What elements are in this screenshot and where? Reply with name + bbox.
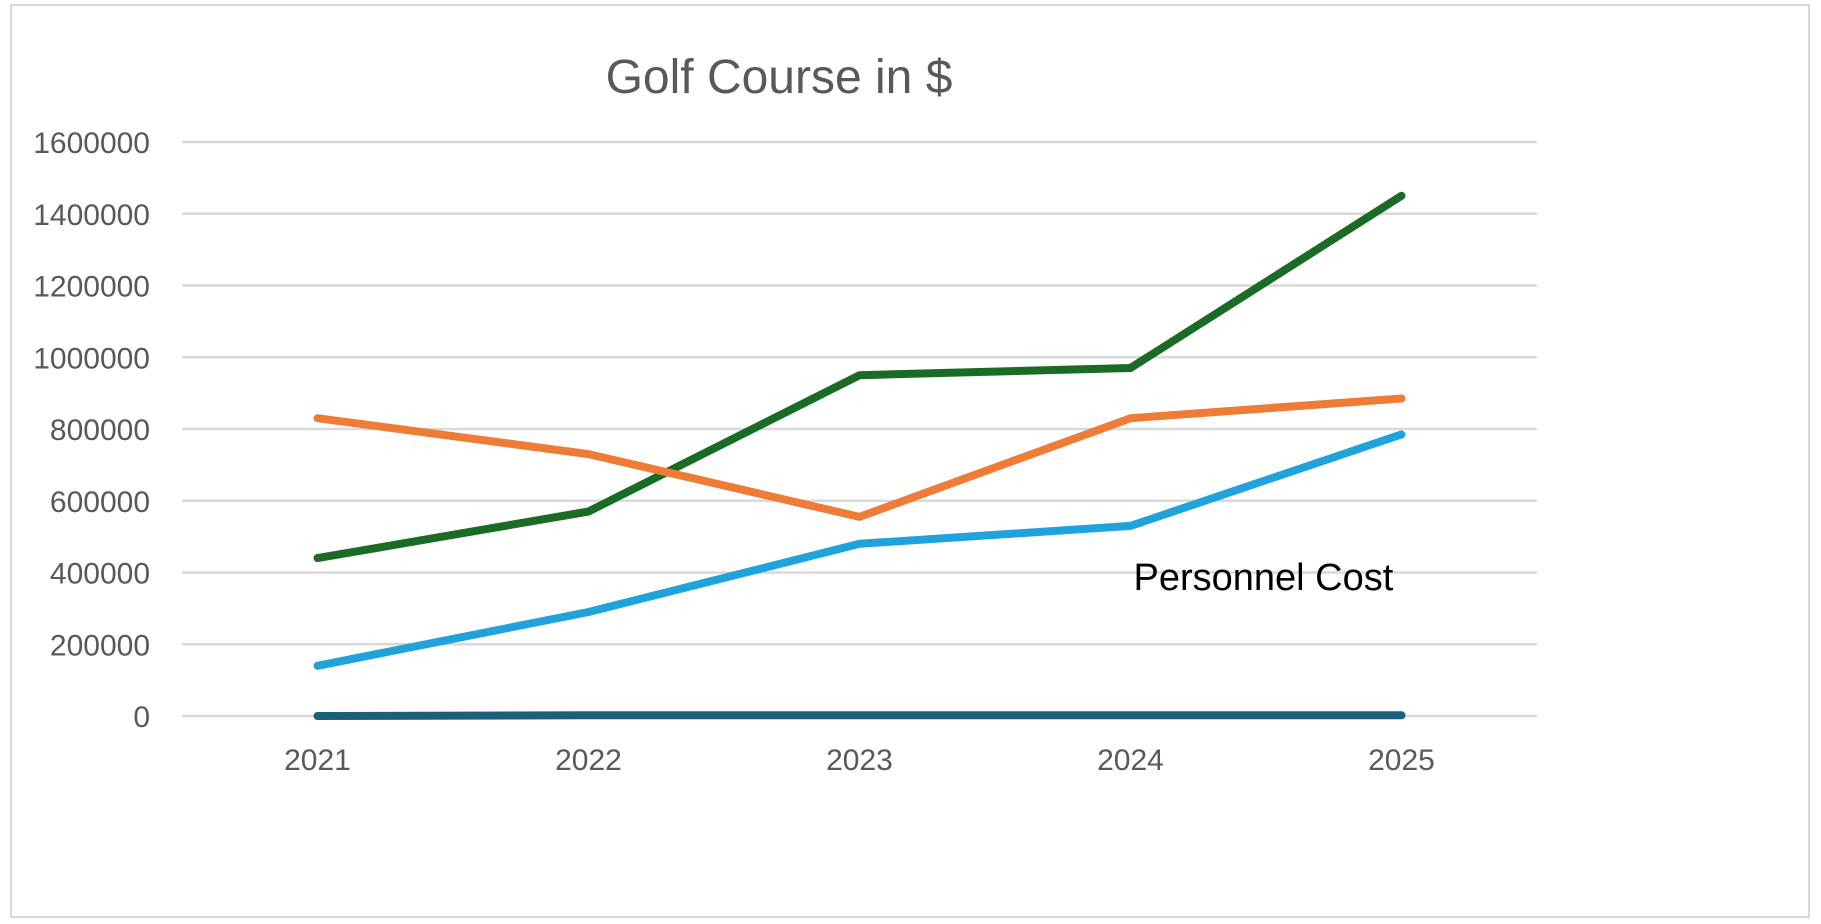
series-line-1 [313,191,1406,563]
x-axis-ticks: 2021 2022 2023 2024 2025 [284,744,1435,777]
y-tick-label: 600000 [50,486,150,519]
x-tick-label: 2021 [284,744,351,777]
series-line-4 [313,711,1406,720]
y-tick-label: 1600000 [33,127,150,160]
x-tick-label: 2025 [1368,744,1435,777]
chart-frame: Golf Course in $ 0 200000 400000 600000 8000… [10,4,1810,918]
annotations: Personnel Cost [1134,557,1394,599]
x-tick-label: 2023 [826,744,893,777]
series-line-2 [313,394,1406,521]
line-chart: Golf Course in $ 0 200000 400000 600000 8000… [33,51,1537,777]
series-line-3 [313,430,1406,670]
annotation-label: Personnel Cost [1134,557,1394,599]
y-tick-label: 0 [133,701,150,734]
x-tick-label: 2024 [1097,744,1164,777]
y-tick-label: 400000 [50,558,150,591]
y-tick-label: 1400000 [33,199,150,232]
y-tick-label: 1000000 [33,342,150,375]
y-tick-label: 800000 [50,414,150,447]
y-axis-ticks: 0 200000 400000 600000 800000 1000000 1200000 1… [33,127,150,734]
x-tick-label: 2022 [555,744,622,777]
chart-title: Golf Course in $ [606,51,953,104]
y-tick-label: 1200000 [33,271,150,304]
y-tick-label: 200000 [50,629,150,662]
series-lines [313,191,1406,720]
